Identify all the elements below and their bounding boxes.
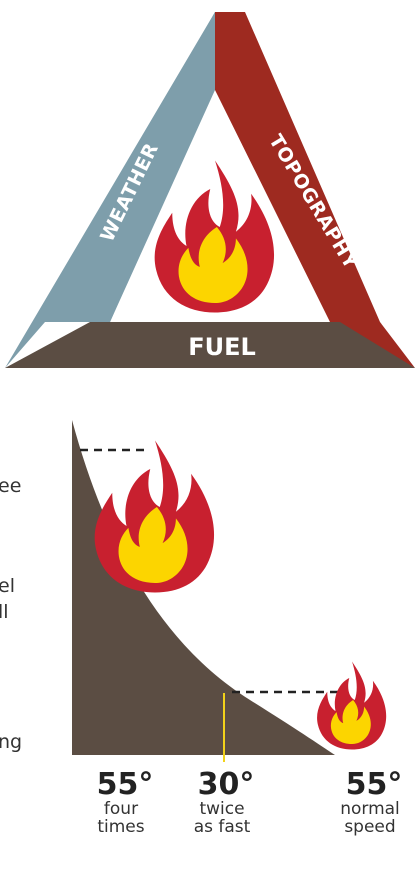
speed-label: times [97,817,144,837]
speed-label: as fast [194,817,251,837]
page: {"triangle": {"left": "WEATHER", "right"… [0,0,417,877]
degree-label: 55° [97,767,154,802]
speed-label: speed [344,817,395,837]
text-fragment: el [0,575,15,597]
speed-label: normal [340,799,400,819]
left-fragments: ee el ll ng [0,475,22,753]
degree-label: 55° [346,767,403,802]
text-fragment: ll [0,601,9,623]
text-fragment: ee [0,475,21,497]
degree-label: 30° [198,767,255,802]
slope-labels: 55° four times 30° twice as fast 55° nor… [97,767,403,837]
fire-triangle: WEATHER TOPOGRAPHY FUEL [5,12,415,368]
flame-icon [317,662,386,750]
speed-label: four [104,799,138,819]
slope [72,420,335,755]
fuel-label: FUEL [188,333,256,361]
slope-diagram [72,420,386,762]
flame-icon [95,441,214,593]
infographic: WEATHER TOPOGRAPHY FUEL ee el ll ng 55° … [0,0,417,877]
speed-label: twice [199,799,244,819]
text-fragment: ng [0,731,22,753]
